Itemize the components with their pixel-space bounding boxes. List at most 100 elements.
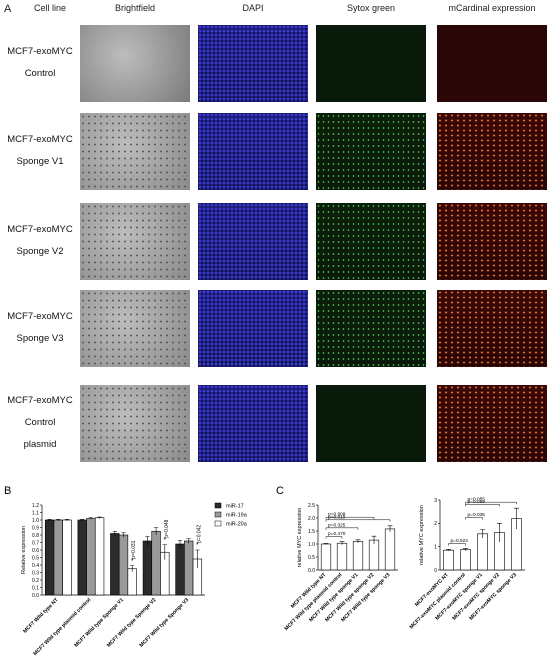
y-tick-label: 1.2	[32, 503, 39, 509]
y-tick-label: 2.0	[308, 516, 315, 522]
error-bar	[371, 535, 377, 544]
legend-swatch	[214, 502, 222, 509]
p-value: p=0.058	[468, 499, 486, 505]
row-label: MCF7-exoMYC Control plasmid	[0, 390, 80, 456]
row-label-line: Sponge V2	[16, 246, 64, 257]
bar	[336, 542, 348, 571]
sytox-image	[316, 385, 426, 462]
y-tick-label: 0	[434, 568, 437, 574]
row-label: MCF7-exoMYC Control	[0, 41, 80, 85]
y-tick-label: 0.4	[32, 563, 39, 569]
dapi-image	[198, 290, 308, 367]
y-tick-label: 0.8	[32, 533, 39, 539]
error-bar	[80, 518, 85, 521]
column-header: Brightfield	[114, 3, 156, 13]
error-bar	[97, 516, 102, 519]
row-label-line: MCF7-exoMYC	[7, 134, 73, 145]
comparison-bracket	[325, 527, 359, 530]
p-value: p=0.019	[328, 514, 346, 520]
bar	[384, 528, 396, 571]
y-tick-label: 1.0	[308, 542, 315, 548]
error-bar	[121, 532, 126, 538]
row-label: MCF7-exoMYC Sponge V2	[0, 219, 80, 263]
error-bar	[323, 543, 329, 545]
bar	[352, 541, 364, 571]
bar	[151, 530, 161, 596]
error-bar	[130, 565, 135, 572]
sytox-image	[316, 290, 426, 367]
error-bar	[355, 539, 361, 543]
comparison-bracket	[465, 501, 517, 505]
comparison-bracket	[325, 516, 375, 520]
error-bar	[112, 530, 117, 536]
row-label-line: Control	[24, 417, 56, 428]
dapi-image	[198, 25, 308, 102]
bar	[77, 519, 87, 596]
sytox-image	[316, 113, 426, 190]
mcardinal-image	[437, 113, 547, 190]
bar	[118, 534, 129, 596]
y-tick-label: 1.1	[32, 510, 39, 516]
sytox-image	[316, 203, 426, 280]
column-header: Cell line	[33, 3, 66, 13]
bar	[320, 543, 332, 571]
bar	[127, 568, 137, 596]
error-bar	[513, 507, 520, 530]
comparison-bracket	[325, 519, 391, 522]
error-bar	[387, 525, 393, 533]
y-tick-label: 2	[434, 521, 437, 527]
p-value: p=0.470	[328, 531, 346, 537]
bar	[110, 533, 120, 596]
sytox-image	[316, 25, 426, 102]
row-label-line: Sponge V3	[16, 333, 64, 344]
panel-label: B	[4, 485, 11, 497]
y-tick-label: 0.7	[32, 540, 39, 546]
p-value: p=0.325	[328, 522, 346, 528]
bar	[62, 519, 72, 596]
y-tick-label: 0.2	[32, 578, 39, 584]
y-tick-label: 1.5	[308, 529, 315, 535]
dapi-image	[198, 203, 308, 280]
y-axis-label: relative MYC expression	[419, 505, 425, 565]
panel-label: C	[276, 485, 284, 497]
p-value: p=0.042	[196, 525, 202, 543]
bar	[175, 543, 185, 596]
bar	[44, 519, 55, 596]
error-bar	[186, 538, 191, 544]
row-label-line: MCF7-exoMYC	[7, 395, 73, 406]
panel-label: A	[4, 3, 12, 15]
row-label: MCF7-exoMYC Sponge V1	[0, 129, 80, 173]
row-label-line: plasmid	[23, 439, 57, 450]
brightfield-image	[80, 385, 190, 462]
legend-swatch	[214, 520, 222, 527]
y-tick-label: 0.9	[32, 525, 39, 531]
significance-mark: *	[163, 537, 166, 544]
dapi-image	[198, 113, 308, 190]
brightfield-image	[80, 25, 190, 102]
comparison-bracket	[325, 536, 343, 539]
bar	[184, 540, 194, 596]
p-value: p=0.524	[451, 538, 469, 544]
y-tick-label: 1.0	[32, 518, 39, 524]
mcardinal-image	[437, 385, 547, 462]
y-tick-label: 0.3	[32, 570, 39, 576]
column-header: mCardinal expression	[448, 3, 536, 13]
significance-mark: *	[131, 558, 134, 565]
error-bar	[162, 544, 167, 560]
brightfield-image	[80, 290, 190, 367]
error-bar	[445, 549, 452, 551]
bar	[94, 517, 105, 596]
column-header: DAPI	[242, 3, 264, 13]
error-bar	[496, 523, 503, 542]
y-tick-label: 0.1	[32, 585, 39, 591]
mcardinal-image	[437, 25, 547, 102]
comparison-bracket	[465, 517, 483, 520]
comparison-bracket	[448, 543, 466, 546]
error-bar	[153, 527, 159, 535]
mcardinal-image	[437, 290, 547, 367]
brightfield-image	[80, 113, 190, 190]
dapi-image	[198, 385, 308, 462]
error-bar	[88, 517, 94, 520]
